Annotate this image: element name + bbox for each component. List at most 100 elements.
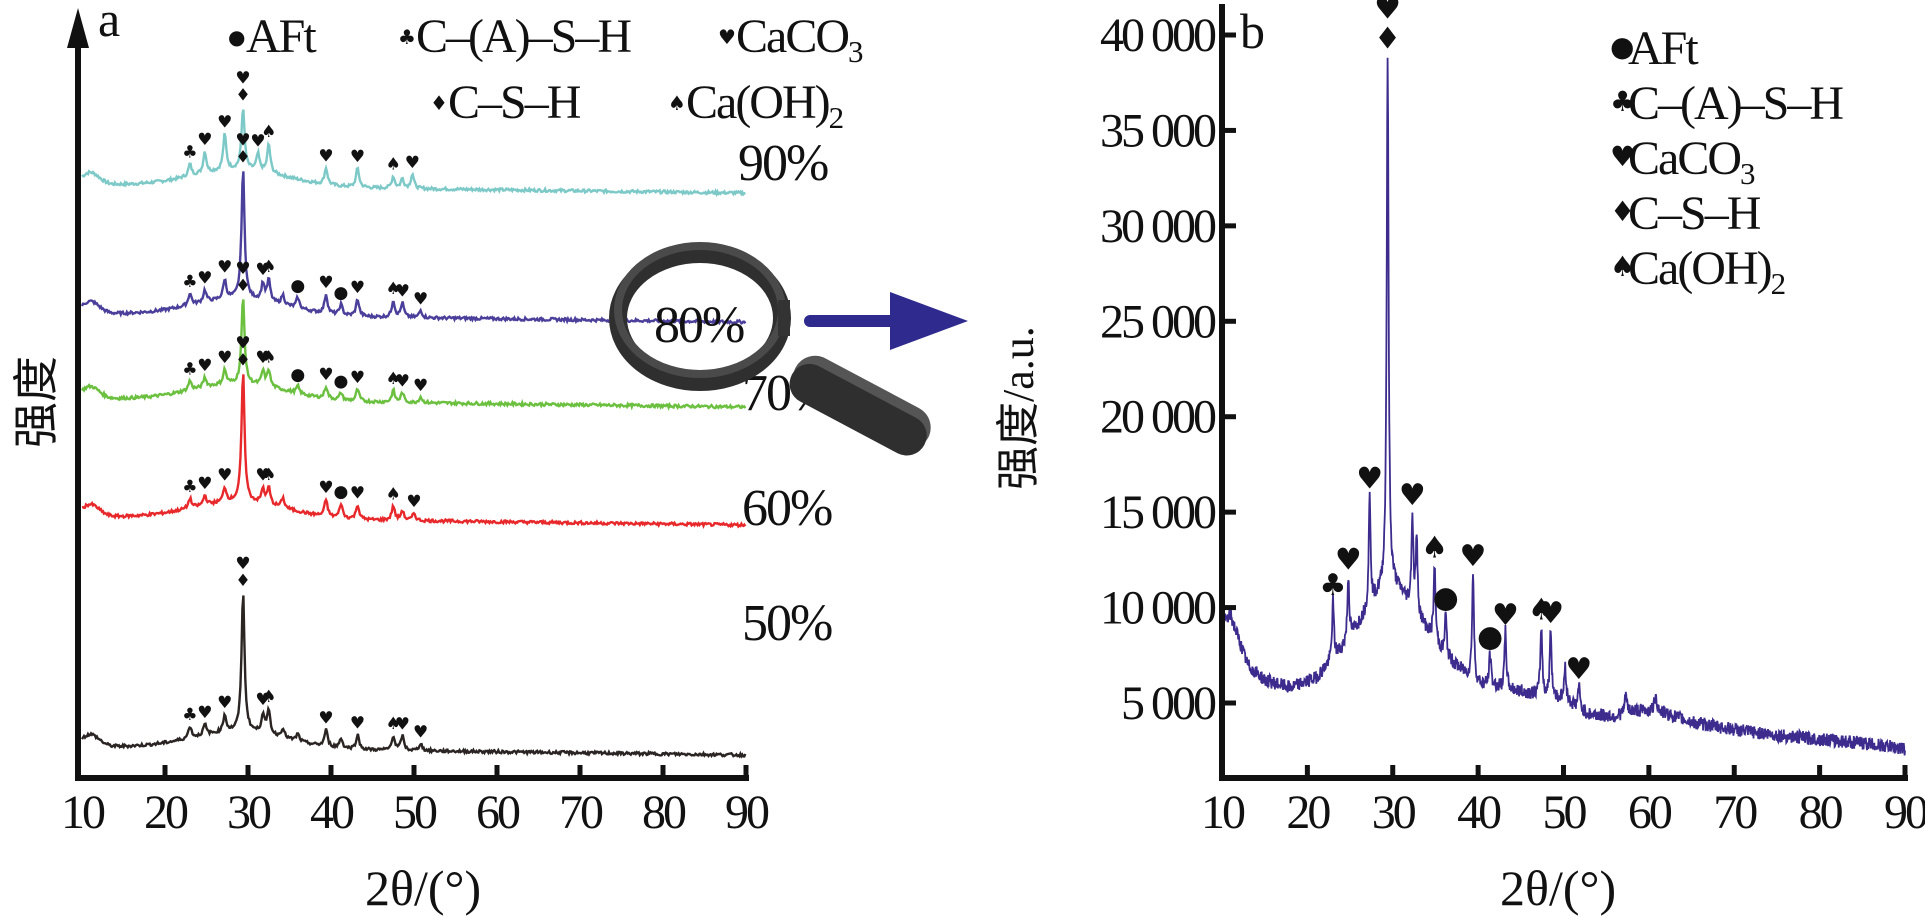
series-label-50pct: 50% bbox=[742, 595, 832, 652]
panel-a-x-tick-label: 30 bbox=[227, 786, 271, 839]
panel-b-legend: ●AFt ♣C–(A)–S–H ♥CaCO3 ♦C–S–H ♠Ca(OH)2 bbox=[1610, 22, 1845, 301]
panel-b-x-ticks: 10 20 30 40 50 60 70 80 90 bbox=[1201, 765, 1925, 839]
panel-b-x-tick-label: 90 bbox=[1884, 786, 1925, 839]
panel-a-peak-marker: ♠ bbox=[386, 155, 401, 175]
panel-b-x-tick-label: 80 bbox=[1799, 786, 1843, 839]
panel-b-peak-marker: ● bbox=[1433, 580, 1459, 615]
panel-a-peak-marker: ♥ bbox=[318, 365, 333, 385]
panel-a-peak-marker: ♠ bbox=[261, 347, 276, 367]
panel-b-curves bbox=[1221, 57, 1906, 756]
panel-a-peak-marker: ♥ bbox=[318, 708, 333, 728]
panel-a-peak-markers: ♣♥♥♦♥♥♠♥ ♥ ♠ ♥♣ ♥♥♦♥♥♠● ♥● ♥ ♠♥ ♥♣ ♥ ♥♦♥♥♠● ♥ ● ♥ ♠♥ ♥♣… bbox=[182, 68, 428, 742]
panel-a-peak-marker: ♥ bbox=[217, 348, 232, 368]
panel-a-peak-marker: ♣ bbox=[182, 477, 197, 497]
legend-label: Ca(OH)2 bbox=[1628, 242, 1785, 301]
panel-b-y-tick-label: 40 000 bbox=[1100, 9, 1216, 62]
panel-a-peak-marker: ♦ bbox=[235, 351, 250, 371]
panel-b-peak-marker: ♠ bbox=[1528, 592, 1555, 627]
panel-a-peak-marker: ♥ bbox=[197, 703, 212, 723]
panel-b-y-ticks: 5 000 10 000 15 000 20 000 25 000 30 000 35 00… bbox=[1100, 9, 1236, 730]
panel-b-x-tick-label: 10 bbox=[1201, 786, 1245, 839]
panel-b-x-axis-title: 2θ/(°) bbox=[1500, 860, 1616, 916]
panel-b-y-tick-label: 35 000 bbox=[1100, 104, 1216, 157]
panel-a-peak-marker: ♦ bbox=[235, 148, 250, 168]
panel-b-peak-marker: ♦ bbox=[1374, 22, 1401, 57]
panel-a-x-axis-title: 2θ/(°) bbox=[365, 860, 481, 916]
panel-a-x-tick-label: 10 bbox=[61, 786, 105, 839]
legend-label: CaCO3 bbox=[736, 10, 863, 69]
panel-a-peak-marker: ♠ bbox=[261, 122, 276, 142]
panel-a-y-axis-arrow bbox=[67, 8, 89, 48]
panel-a-x-ticks: 10 20 30 40 50 60 70 80 90 bbox=[61, 765, 772, 839]
panel-a-peak-marker: ♥ bbox=[217, 258, 232, 278]
panel-a-peak-marker: ♥ bbox=[395, 371, 410, 391]
panel-a-peak-marker: ♠ bbox=[261, 257, 276, 277]
panel-b-peak-marker: ♠ bbox=[1421, 531, 1448, 566]
panel-a-peak-marker: ♥ bbox=[235, 554, 250, 574]
panel-b-peak-marker: ♥ bbox=[1374, 0, 1401, 27]
legend-symbol: ● bbox=[228, 25, 245, 49]
panel-a-peak-marker: ♠ bbox=[386, 279, 401, 299]
panel-b-peak-marker: ♥ bbox=[1399, 478, 1426, 513]
panel-a-peak-marker: ♥ bbox=[350, 278, 365, 298]
arrow-right-icon bbox=[804, 292, 968, 350]
legend-symbol: ● bbox=[1610, 30, 1634, 63]
panel-b-x-tick-label: 20 bbox=[1286, 786, 1330, 839]
legend-label: Ca(OH)2 bbox=[686, 76, 843, 135]
panel-a-peak-marker: ♥ bbox=[406, 492, 421, 512]
panel-a-x-tick-label: 50 bbox=[393, 786, 437, 839]
legend-label: AFt bbox=[246, 10, 317, 63]
panel-a-label: a bbox=[98, 0, 120, 47]
panel-b-y-tick-label: 10 000 bbox=[1100, 582, 1216, 635]
panel-a-series-60pct-line bbox=[81, 374, 747, 530]
panel-a: ♣♥♥♦♥♥♠♥ ♥ ♠ ♥♣ ♥♥♦♥♥♠● ♥● ♥ ♠♥ ♥♣ ♥ ♥♦♥♥♠● ♥ ● ♥ ♠♥ ♥♣… bbox=[11, 0, 865, 916]
panel-a-peak-marker: ♥ bbox=[318, 146, 333, 166]
panel-a-peak-marker: ♥ bbox=[255, 466, 270, 486]
panel-b-peak-marker: ● bbox=[1477, 620, 1503, 655]
panel-a-series-80pct-line bbox=[80, 171, 747, 326]
panel-a-peak-marker: ♥ bbox=[413, 289, 428, 309]
panel-b-peak-marker: ♥ bbox=[1537, 596, 1564, 631]
panel-a-peak-marker: ♥ bbox=[197, 130, 212, 150]
panel-b-x-tick-label: 40 bbox=[1457, 786, 1501, 839]
panel-a-series-labels: 90%70%60%50% bbox=[738, 135, 834, 652]
panel-a-peak-marker: ♣ bbox=[182, 359, 197, 379]
panel-b-y-tick-label: 30 000 bbox=[1100, 200, 1216, 253]
panel-a-peak-marker: ● bbox=[334, 283, 349, 303]
panel-b-peak-marker: ♥ bbox=[1565, 652, 1592, 687]
panel-a-peak-marker: ♣ bbox=[182, 272, 197, 292]
panel-a-series-70pct-line bbox=[80, 299, 747, 411]
panel-b-peak-marker: ♥ bbox=[1356, 461, 1383, 496]
legend-symbol: ♦ bbox=[430, 91, 448, 115]
panel-a-peak-marker: ♥ bbox=[395, 714, 410, 734]
legend-label: C–(A)–S–H bbox=[416, 10, 631, 63]
panel-a-peak-marker: ♥ bbox=[405, 153, 420, 173]
panel-a-peak-marker: ♥ bbox=[395, 281, 410, 301]
panel-a-peak-marker: ♥ bbox=[217, 112, 232, 132]
panel-a-x-tick-label: 70 bbox=[559, 786, 603, 839]
panel-a-peak-marker: ● bbox=[290, 365, 305, 385]
legend-label: C–(A)–S–H bbox=[1628, 77, 1843, 130]
panel-a-peak-marker: ♠ bbox=[261, 687, 276, 707]
panel-a-peak-marker: ♠ bbox=[386, 484, 401, 504]
panel-a-x-tick-label: 80 bbox=[642, 786, 686, 839]
legend-symbol: ♦ bbox=[1610, 195, 1635, 228]
panel-a-peak-marker: ♥ bbox=[255, 260, 270, 280]
panel-b-y-tick-label: 5 000 bbox=[1121, 677, 1216, 730]
panel-a-x-tick-label: 60 bbox=[476, 786, 520, 839]
panel-b-peak-marker: ♥ bbox=[1460, 539, 1487, 574]
panel-b-y-axis-title: 强度/a.u. bbox=[994, 326, 1043, 490]
panel-a-series-90pct-line bbox=[81, 109, 746, 198]
panel-a-peak-marker: ♠ bbox=[386, 714, 401, 734]
panel-a-peak-marker: ♥ bbox=[197, 474, 212, 494]
legend-symbol: ♥ bbox=[718, 25, 736, 49]
panel-a-peak-marker: ♠ bbox=[261, 465, 276, 485]
legend-symbol: ♣ bbox=[398, 25, 416, 49]
panel-a-peak-marker: ♥ bbox=[235, 259, 250, 279]
panel-a-peak-marker: ♥ bbox=[235, 334, 250, 354]
panel-b-x-tick-label: 50 bbox=[1543, 786, 1587, 839]
panel-a-peak-marker: ♦ bbox=[235, 85, 250, 105]
panel-b-y-tick-label: 15 000 bbox=[1100, 486, 1216, 539]
panel-a-peak-marker: ♥ bbox=[350, 714, 365, 734]
panel-a-curves bbox=[80, 109, 747, 759]
